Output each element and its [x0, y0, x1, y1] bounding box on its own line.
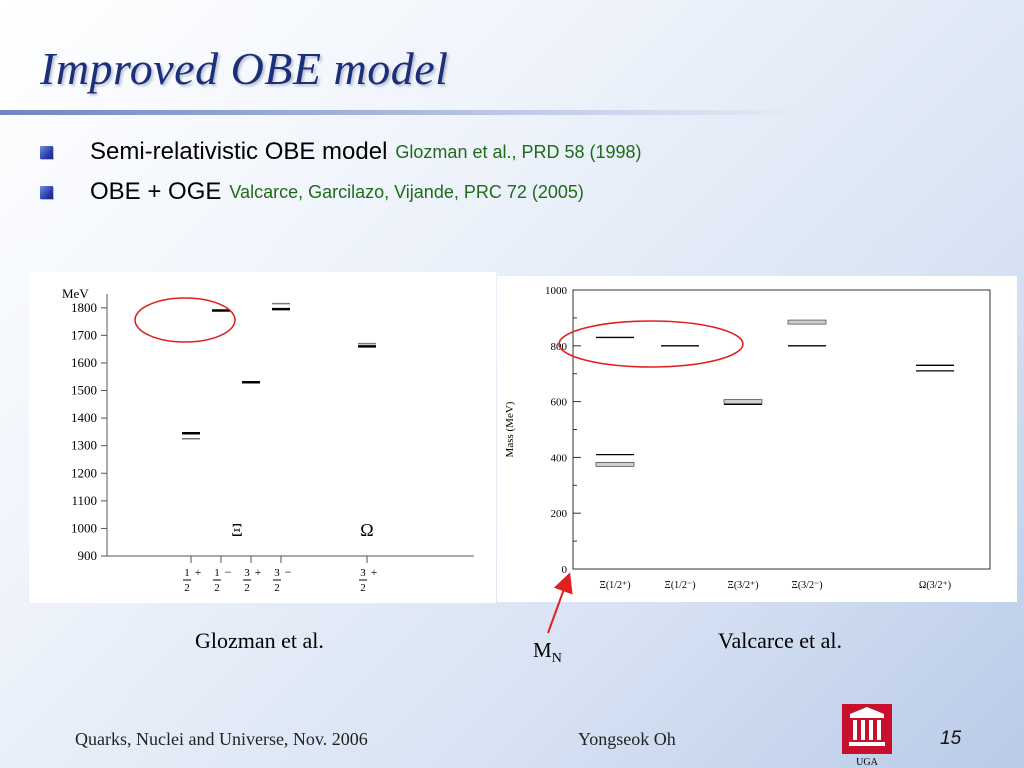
y-tick-label: 0 — [562, 564, 568, 576]
x-label-numerator: 1 — [184, 567, 190, 579]
y-tick-label: 1500 — [71, 383, 97, 398]
bullet-main-text: Semi-relativistic OBE model — [90, 138, 388, 165]
page-number: 15 — [940, 728, 962, 749]
y-tick-label: 400 — [551, 452, 568, 464]
y-tick-label: 600 — [551, 397, 568, 409]
x-category-label: Ω(3/2⁺) — [919, 580, 951, 591]
mn-label-sub: N — [551, 651, 562, 667]
bullet-square-icon — [40, 145, 53, 159]
highlight-ellipse — [134, 297, 236, 343]
valcarce-chart-panel: 0 200 400 600 800 1000 Mass (MeV) Ξ(1/2⁺) Ξ(1/2⁻… — [497, 276, 1017, 602]
y-axis-label: Mass (MeV) — [504, 401, 516, 457]
bullet-reference: Valcarce, Garcilazo, Vijande, PRC 72 (20… — [229, 181, 584, 202]
y-tick-label: 1000 — [545, 285, 568, 297]
energy-level-band — [723, 399, 763, 404]
bullet-item-1: Semi-relativistic OBE model Glozman et a… — [40, 137, 990, 167]
plot-frame — [572, 289, 991, 570]
y-tick-label: 200 — [551, 508, 568, 520]
x-category-label: Ξ(1/2⁺) — [599, 580, 630, 591]
bullet-main-text: OBE + OGE — [90, 178, 222, 205]
group-label-omega: Ω — [360, 520, 373, 540]
title-underline — [0, 110, 800, 115]
uga-logo-icon: UGA — [842, 704, 892, 768]
x-label-parity: + — [195, 565, 202, 579]
y-tick-label: 1800 — [71, 300, 97, 315]
glozman-chart-panel: MeV 900 1000 1100 1200 1300 1400 1500 1600 1700 18… — [29, 272, 496, 603]
bullet-reference: Glozman et al., PRD 58 (1998) — [395, 141, 642, 162]
x-label-numerator: 1 — [214, 567, 220, 579]
x-label-denominator: 2 — [184, 582, 190, 594]
y-tick-label: 1100 — [71, 493, 97, 508]
x-label-denominator: 2 — [244, 582, 250, 594]
x-category-label: Ξ(3/2⁻) — [791, 580, 822, 591]
x-label-parity: + — [371, 565, 378, 579]
slide-title: Improved OBE model — [40, 43, 449, 94]
y-tick-label: 1600 — [71, 355, 97, 370]
mn-label-main: M — [533, 638, 552, 662]
x-label-denominator: 2 — [360, 582, 366, 594]
x-label-denominator: 2 — [274, 582, 280, 594]
y-tick-label: 1300 — [71, 438, 97, 453]
x-label-parity: − — [225, 565, 232, 579]
x-label-numerator: 3 — [244, 567, 250, 579]
mn-label: MN — [533, 638, 562, 667]
y-tick-label: 900 — [78, 548, 98, 563]
valcarce-caption: Valcarce et al. — [718, 628, 842, 653]
glozman-caption: Glozman et al. — [195, 628, 324, 653]
footer-conference: Quarks, Nuclei and Universe, Nov. 2006 — [75, 729, 368, 749]
y-axis-label: MeV — [62, 286, 89, 301]
y-tick-label: 1000 — [71, 520, 97, 535]
highlight-ellipse — [558, 320, 744, 368]
x-label-parity: + — [255, 565, 262, 579]
energy-level-band — [787, 319, 827, 325]
x-label-numerator: 3 — [360, 567, 366, 579]
x-category-label: Ξ(3/2⁺) — [727, 580, 758, 591]
group-label-xi: Ξ — [231, 520, 243, 540]
glozman-level-chart: MeV 900 1000 1100 1200 1300 1400 1500 1600 1700 18… — [62, 286, 474, 594]
y-tick-label: 1400 — [71, 410, 97, 425]
bullet-square-icon — [40, 185, 53, 199]
x-label-numerator: 3 — [274, 567, 280, 579]
x-label-parity: − — [285, 565, 292, 579]
bullet-item-2: OBE + OGE Valcarce, Garcilazo, Vijande, … — [40, 177, 990, 207]
svg-text:UGA: UGA — [856, 757, 878, 768]
y-tick-label: 1200 — [71, 465, 97, 480]
x-category-label: Ξ(1/2⁻) — [664, 580, 695, 591]
x-label-denominator: 2 — [214, 582, 220, 594]
y-tick-label: 1700 — [71, 327, 97, 342]
footer-author: Yongseok Oh — [578, 729, 676, 749]
energy-level-band — [595, 461, 635, 467]
